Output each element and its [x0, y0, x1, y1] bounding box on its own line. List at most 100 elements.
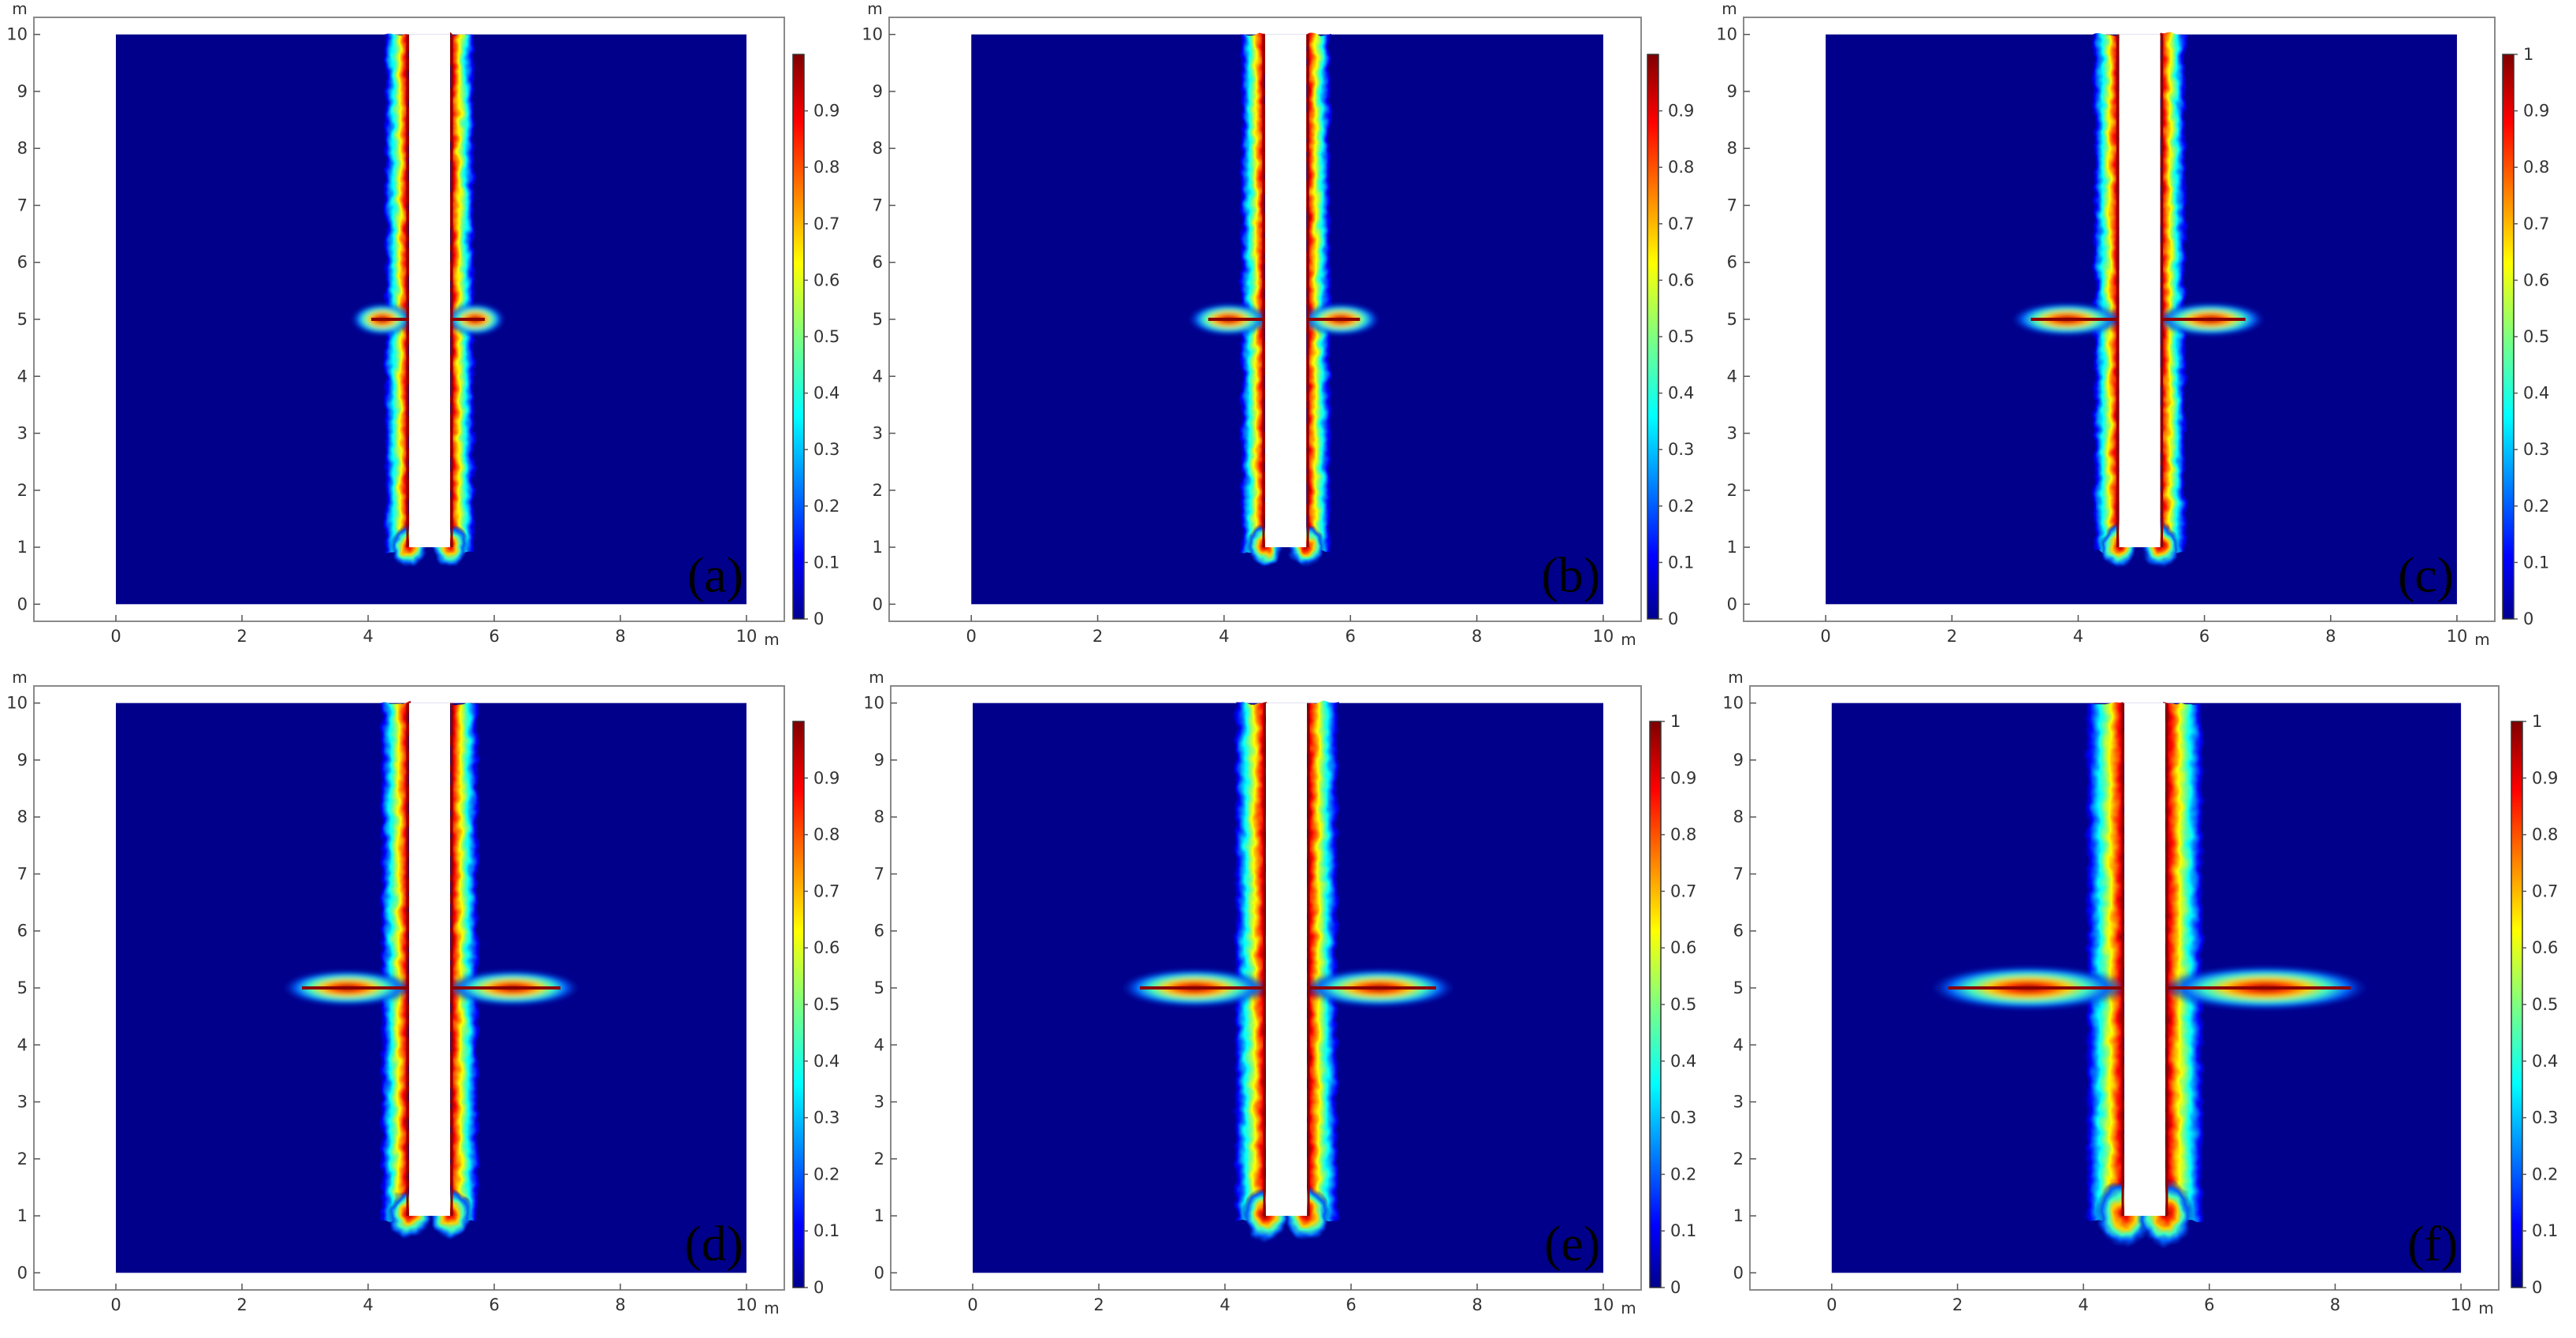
colorbar-tick-label: 0.1 [813, 553, 839, 572]
x-tick-label: 4 [2078, 1295, 2088, 1314]
panel-label: (e) [1544, 1215, 1600, 1271]
y-tick-label: 5 [874, 978, 884, 997]
colorbar-tick-label: 0.8 [2523, 158, 2549, 177]
colorbar-tick-label: 0.4 [813, 384, 839, 403]
colorbar-gradient [2503, 54, 2514, 619]
y-tick-label: 2 [1733, 1150, 1744, 1168]
y-tick-label: 1 [873, 538, 883, 557]
left-wall-damage [2093, 34, 2120, 553]
x-tick-label: 10 [2451, 1295, 2472, 1314]
x-axis-unit: m [764, 1299, 779, 1318]
colorbar-tick-label: 0.2 [2523, 497, 2549, 516]
x-tick-label: 8 [2330, 1295, 2340, 1314]
x-tick-label: 6 [489, 1295, 499, 1314]
colorbar-tick-label: 0 [813, 609, 824, 628]
colorbar-tick-label: 0.4 [2532, 1052, 2558, 1071]
colorbar: 0 0.1 0.2 0.3 0.4 0.5 0.6 0.7 0.8 0.9 1 [2502, 45, 2549, 628]
colorbar-tick-label: 0.7 [2532, 881, 2558, 900]
y-tick-label: 7 [17, 196, 28, 214]
x-tick-label: 4 [1219, 1295, 1230, 1314]
panel-c: 0 2 4 6 8 10 m 0 1 2 3 4 5 6 7 8 9 10 m (c) 0 0.1 0.2 0.3 0.4 0.5… [1716, 0, 2549, 649]
y-tick-label: 8 [874, 807, 884, 826]
colorbar-tick-label: 0.1 [2532, 1221, 2558, 1240]
x-tick-label: 0 [966, 627, 977, 646]
y-tick-label: 0 [1727, 594, 1737, 613]
damage-zone [1234, 703, 1338, 1243]
colorbar-tick-label: 0.1 [813, 1221, 839, 1240]
colorbar-tick-label: 0.7 [1670, 881, 1696, 900]
panel-b: 0 2 4 6 8 10 m 0 1 2 3 4 5 6 7 8 9 10 m (b) 0 0.1 0.2 0.3 0.4 0.5… [862, 0, 1694, 649]
colorbar-tick-label: 0 [2523, 609, 2533, 628]
y-axis-unit: m [12, 0, 27, 18]
y-tick-label: 7 [1733, 864, 1744, 883]
colorbar-tick-label: 0.5 [1668, 327, 1694, 346]
colorbar-tick-label: 0.7 [813, 214, 839, 233]
colorbar-tick-label: 0.5 [2532, 995, 2558, 1014]
y-tick-label: 3 [1733, 1093, 1744, 1112]
y-tick-label: 10 [1722, 694, 1744, 713]
x-tick-label: 6 [1346, 627, 1356, 646]
colorbar-tick-label: 0.8 [2532, 826, 2558, 844]
y-tick-label: 1 [1733, 1206, 1744, 1225]
x-tick-label: 6 [1346, 1295, 1356, 1314]
x-tick-label: 8 [2325, 627, 2336, 646]
y-tick-label: 9 [1727, 82, 1737, 101]
y-tick-label: 6 [1727, 253, 1737, 272]
y-tick-label: 6 [1733, 922, 1744, 941]
x-tick-label: 10 [736, 1295, 758, 1314]
y-tick-label: 9 [17, 82, 28, 101]
y-tick-label: 3 [874, 1093, 884, 1112]
x-tick-label: 8 [615, 1295, 625, 1314]
colorbar-tick-label: 0.3 [1668, 440, 1694, 459]
right-wall-damage [2165, 703, 2204, 1221]
panel-label: (b) [1541, 546, 1600, 602]
colorbar-gradient [1647, 54, 1658, 619]
panel-e: 0 2 4 6 8 10 m 0 1 2 3 4 5 6 7 8 9 10 m (e) 0 0.1 0.2 0.3 0.4 0.5… [863, 668, 1696, 1318]
x-tick-label: 2 [1093, 1295, 1104, 1314]
y-tick-label: 5 [1727, 310, 1737, 329]
y-tick-label: 2 [873, 481, 883, 500]
colorbar-tick-label: 0.1 [2523, 553, 2549, 572]
colorbar: 0 0.1 0.2 0.3 0.4 0.5 0.6 0.7 0.8 0.9 1 [2511, 712, 2558, 1297]
panel-label: (a) [687, 546, 743, 602]
y-tick-label: 10 [863, 694, 884, 713]
colorbar-tick-label: 0.6 [2523, 270, 2549, 289]
colorbar: 0 0.1 0.2 0.3 0.4 0.5 0.6 0.7 0.8 0.9 [792, 54, 839, 628]
y-axis-unit: m [867, 0, 882, 18]
x-axis-unit: m [2474, 630, 2489, 649]
y-tick-label: 8 [1733, 807, 1744, 826]
colorbar-tick-label: 0.5 [813, 995, 839, 1014]
y-tick-label: 8 [17, 807, 28, 826]
colorbar-tick-label: 0.4 [2523, 384, 2549, 403]
colorbar-tick-label: 1 [2532, 712, 2542, 731]
x-tick-label: 2 [1947, 627, 1957, 646]
colorbar-tick-label: 0.8 [1668, 158, 1694, 177]
y-tick-label: 6 [17, 922, 28, 941]
x-tick-label: 10 [1593, 1295, 1614, 1314]
y-tick-label: 7 [17, 864, 28, 883]
x-tick-label: 0 [110, 627, 121, 646]
y-tick-label: 8 [1727, 139, 1737, 158]
colorbar-tick-label: 0.7 [2523, 214, 2549, 233]
y-tick-label: 2 [17, 1150, 28, 1168]
y-tick-label: 0 [1733, 1263, 1744, 1282]
colorbar-tick-label: 0.9 [1670, 769, 1696, 788]
y-axis-unit: m [1722, 0, 1737, 18]
colorbar-tick-label: 0.2 [813, 1165, 839, 1183]
y-tick-label: 1 [17, 538, 28, 557]
y-tick-label: 4 [17, 1035, 28, 1054]
y-tick-label: 3 [17, 1093, 28, 1112]
colorbar-tick-label: 0.9 [813, 102, 839, 121]
y-tick-label: 3 [17, 424, 28, 443]
x-tick-label: 8 [1472, 627, 1482, 646]
x-tick-label: 4 [363, 627, 373, 646]
y-tick-label: 3 [1727, 424, 1737, 443]
colorbar-tick-label: 0.3 [813, 1109, 839, 1127]
right-wall-damage [450, 34, 475, 553]
y-tick-label: 10 [6, 694, 28, 713]
y-tick-label: 1 [874, 1206, 884, 1225]
x-tick-label: 6 [2204, 1295, 2214, 1314]
slot-opening [2124, 703, 2165, 1217]
y-tick-label: 0 [17, 594, 28, 613]
y-tick-label: 0 [17, 1263, 28, 1282]
